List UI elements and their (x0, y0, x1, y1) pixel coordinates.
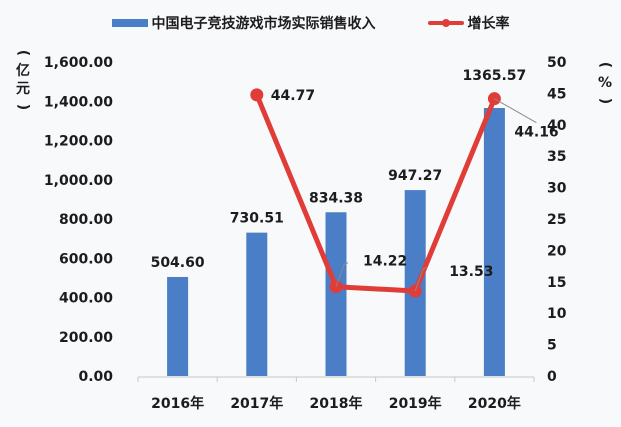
revenue-bar (167, 276, 189, 376)
legend-item-growth: 增长率 (376, 13, 510, 33)
left-unit-char-1: 亿 (16, 63, 30, 79)
x-axis-category-label: 2018年 (310, 395, 363, 412)
right-axis-tick: 10 (547, 306, 567, 322)
chart-legend: 中国电子竞技游戏市场实际销售收入 增长率 (0, 10, 621, 36)
right-axis-tick: 50 (547, 55, 567, 71)
left-unit-char-2: 元 (16, 81, 30, 97)
right-axis-tick: 20 (547, 243, 567, 259)
right-unit-char: % (597, 75, 613, 91)
growth-rate-line (254, 93, 497, 294)
x-axis-category-label: 2019年 (389, 395, 442, 412)
left-axis-tick: 400.00 (59, 291, 113, 307)
right-axis-tick: 5 (547, 338, 557, 354)
left-axis-tick: 600.00 (59, 251, 113, 267)
revenue-bar-label: 730.51 (230, 211, 284, 227)
revenue-bar (325, 212, 347, 376)
legend-label-growth: 增长率 (467, 16, 510, 32)
left-axis-tick: 200.00 (59, 330, 113, 346)
left-axis-tick: 1,200.00 (44, 134, 113, 150)
left-axis-tick: 800.00 (59, 212, 113, 228)
growth-rate-label: 13.53 (449, 264, 493, 280)
growth-rate-label: 44.77 (271, 88, 315, 104)
growth-label-leader-line (335, 262, 349, 287)
legend-bar-swatch-icon (111, 19, 148, 27)
revenue-bar-label: 834.38 (309, 190, 363, 206)
right-axis-unit: ( % ) (596, 56, 614, 110)
legend-line-swatch-icon (427, 19, 464, 27)
revenue-bar (404, 190, 426, 376)
right-axis-tick: 40 (547, 118, 567, 134)
right-axis-tick: 35 (547, 149, 566, 165)
right-axis-tick: 0 (547, 369, 557, 385)
right-axis-tick: 15 (547, 275, 566, 291)
left-axis-tick: 1,400.00 (44, 94, 113, 110)
left-axis-tick: 1,000.00 (44, 173, 113, 189)
revenue-bar (246, 232, 268, 376)
legend-item-revenue: 中国电子竞技游戏市场实际销售收入 (111, 13, 376, 33)
left-axis-unit: ( 亿 元 ) (14, 44, 32, 116)
growth-label-leader-line (414, 266, 428, 292)
right-axis-tick: 25 (547, 212, 566, 228)
x-axis-category-label: 2017年 (230, 395, 283, 412)
legend-label-revenue: 中国电子竞技游戏市场实际销售收入 (151, 16, 376, 32)
growth-rate-marker (250, 88, 264, 102)
x-axis-category-label: 2016年 (151, 395, 204, 412)
revenue-bar (483, 108, 505, 376)
revenue-bar-label: 1365.57 (463, 68, 527, 84)
left-axis-tick: 1,600.00 (44, 55, 113, 71)
growth-label-leader-line (494, 98, 537, 124)
x-axis-category-label: 2020年 (468, 395, 521, 412)
revenue-bar-label: 947.27 (388, 168, 442, 184)
growth-rate-label: 44.16 (514, 125, 558, 141)
right-axis-tick: 30 (547, 181, 567, 197)
left-axis-tick: 0.00 (78, 369, 113, 385)
revenue-bar-label: 504.60 (151, 255, 205, 271)
growth-rate-label: 14.22 (363, 254, 407, 270)
right-axis-tick: 45 (547, 86, 566, 102)
